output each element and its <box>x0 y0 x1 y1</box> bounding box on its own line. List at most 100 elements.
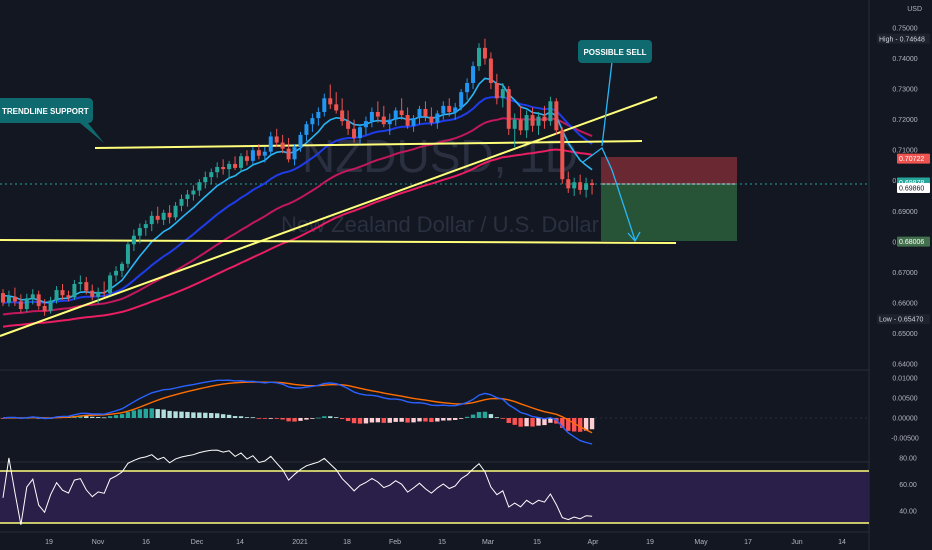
candle[interactable] <box>60 283 65 300</box>
ema-100-line[interactable] <box>2 117 593 316</box>
candle[interactable] <box>137 223 142 244</box>
candle[interactable] <box>197 179 202 196</box>
candle[interactable] <box>1 289 5 306</box>
candle[interactable] <box>78 275 83 291</box>
candle[interactable] <box>578 174 583 195</box>
candle[interactable] <box>566 171 571 193</box>
candle[interactable] <box>262 147 267 163</box>
candle[interactable] <box>233 156 238 171</box>
candle[interactable] <box>227 160 232 180</box>
candle[interactable] <box>6 290 11 307</box>
candle[interactable] <box>191 185 196 201</box>
candle[interactable] <box>465 78 470 100</box>
rising-trendline[interactable] <box>0 96 658 337</box>
candle[interactable] <box>542 105 547 129</box>
candle[interactable] <box>435 110 440 129</box>
candle[interactable] <box>244 150 249 166</box>
candle[interactable] <box>399 98 404 120</box>
candle[interactable] <box>459 89 464 111</box>
candle[interactable] <box>102 281 107 297</box>
time-axis[interactable]: 19 Nov 16 Dec 14 2021 18 Feb 15 Mar 15 Apr 19 May 17 Ju… <box>45 539 846 546</box>
candle[interactable] <box>143 220 148 236</box>
candle[interactable] <box>554 98 559 135</box>
candle[interactable] <box>12 287 17 306</box>
candle[interactable] <box>280 134 285 154</box>
candle[interactable] <box>203 171 208 189</box>
macd-line[interactable] <box>2 379 593 445</box>
take-profit-zone[interactable] <box>601 184 737 241</box>
ema-50-line[interactable] <box>2 95 593 304</box>
macd-histogram[interactable] <box>0 408 595 432</box>
candle[interactable] <box>108 272 113 296</box>
candle[interactable] <box>429 107 434 126</box>
candle[interactable] <box>209 168 214 184</box>
candle[interactable] <box>477 43 481 71</box>
candle[interactable] <box>250 147 255 164</box>
candle[interactable] <box>411 115 416 132</box>
candle[interactable] <box>518 105 523 135</box>
candle[interactable] <box>90 284 95 301</box>
candle[interactable] <box>256 144 261 160</box>
support-line-lower[interactable] <box>0 239 677 244</box>
candle[interactable] <box>494 73 499 105</box>
candle[interactable] <box>18 294 23 313</box>
candle[interactable] <box>292 144 297 166</box>
candle[interactable] <box>548 96 553 126</box>
candle[interactable] <box>482 38 487 65</box>
macd-signal-line[interactable] <box>2 381 593 434</box>
candle[interactable] <box>488 52 493 90</box>
candle[interactable] <box>530 107 535 132</box>
candle[interactable] <box>363 116 368 135</box>
candle[interactable] <box>173 202 178 221</box>
candle[interactable] <box>96 287 101 304</box>
candle[interactable] <box>572 177 577 196</box>
candle[interactable] <box>387 113 392 135</box>
candle[interactable] <box>423 101 428 122</box>
candle[interactable] <box>239 153 243 172</box>
candle[interactable] <box>584 177 589 198</box>
candle[interactable] <box>179 194 184 212</box>
candle[interactable] <box>560 127 565 184</box>
candle[interactable] <box>512 113 517 148</box>
candle[interactable] <box>221 159 226 175</box>
candle[interactable] <box>185 189 190 207</box>
candle[interactable] <box>441 101 446 120</box>
candle[interactable] <box>334 92 339 114</box>
possible-sell-callout[interactable]: POSSIBLE SELL <box>578 40 652 63</box>
candle[interactable] <box>155 206 160 224</box>
candle[interactable] <box>298 131 303 152</box>
candle[interactable] <box>471 61 476 90</box>
candle[interactable] <box>304 121 309 142</box>
candle[interactable] <box>268 131 273 155</box>
candle[interactable] <box>322 93 327 117</box>
candle[interactable] <box>316 107 321 126</box>
candle[interactable] <box>536 112 541 135</box>
projection-path[interactable] <box>582 147 636 241</box>
candle[interactable] <box>167 205 172 224</box>
candle[interactable] <box>72 280 77 300</box>
candle[interactable] <box>215 162 220 178</box>
candle[interactable] <box>114 266 119 282</box>
candle[interactable] <box>286 137 291 163</box>
candle[interactable] <box>30 289 35 305</box>
candle[interactable] <box>149 211 154 232</box>
ema-200-line[interactable] <box>2 148 593 328</box>
candle[interactable] <box>369 107 374 128</box>
candlestick-series[interactable] <box>1 38 595 316</box>
candle[interactable] <box>84 276 89 295</box>
candle[interactable] <box>340 98 345 126</box>
candle[interactable] <box>24 293 29 313</box>
candle[interactable] <box>48 296 53 314</box>
candle[interactable] <box>453 102 458 120</box>
candle[interactable] <box>447 98 452 117</box>
candle[interactable] <box>417 105 422 125</box>
candle[interactable] <box>36 290 41 310</box>
candle[interactable] <box>590 179 595 195</box>
candle[interactable] <box>310 113 315 132</box>
stop-loss-zone[interactable] <box>601 157 737 184</box>
candle[interactable] <box>352 119 357 143</box>
candle[interactable] <box>161 209 166 226</box>
candle[interactable] <box>346 110 351 135</box>
trendline-support-callout[interactable]: TRENDLINE SUPPORT <box>0 98 104 143</box>
candle[interactable] <box>131 229 136 251</box>
